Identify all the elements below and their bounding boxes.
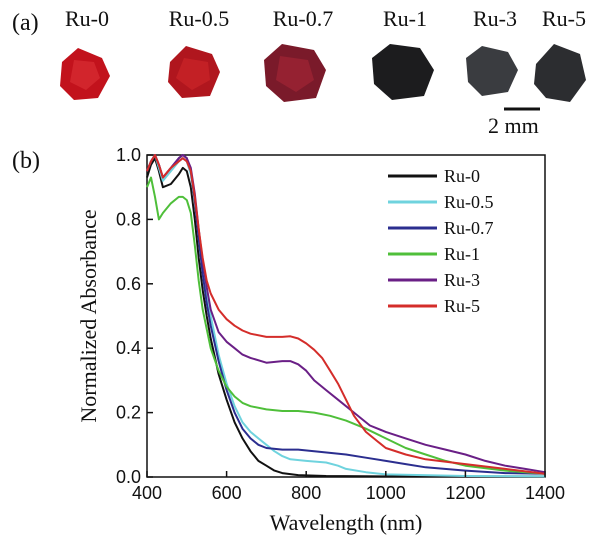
crystal-ru-3 bbox=[466, 46, 518, 96]
legend: Ru-0 Ru-0.5 Ru-0.7 Ru-1 Ru-3 Ru-5 bbox=[388, 166, 494, 316]
series-line-ru-3 bbox=[146, 154, 546, 474]
series-line-ru-0 bbox=[146, 157, 545, 478]
crystal-label-ru-0.5: Ru-0.5 bbox=[168, 6, 230, 31]
x-tick-label: 1000 bbox=[366, 483, 406, 503]
crystal-photos bbox=[60, 44, 586, 102]
crystal-label-ru-3: Ru-3 bbox=[473, 6, 517, 31]
y-tick-label: 0.0 bbox=[116, 467, 141, 487]
crystal-ru-0 bbox=[60, 48, 110, 100]
panel-b-label: (b) bbox=[12, 148, 40, 174]
series-line-ru-1 bbox=[146, 176, 546, 475]
crystal-label-ru-0.7: Ru-0.7 bbox=[272, 6, 334, 31]
x-axis: 400 600 800 1000 1200 1400 bbox=[132, 471, 565, 503]
x-axis-title: Wavelength (nm) bbox=[270, 510, 423, 535]
series-line-ru-0.5 bbox=[146, 154, 546, 478]
legend-label-ru-3: Ru-3 bbox=[444, 270, 480, 290]
legend-label-ru-5: Ru-5 bbox=[444, 296, 480, 316]
legend-label-ru-1: Ru-1 bbox=[444, 244, 480, 264]
y-tick-label: 0.6 bbox=[116, 274, 141, 294]
legend-label-ru-0.5: Ru-0.5 bbox=[444, 192, 494, 212]
crystal-label-ru-0: Ru-0 bbox=[65, 6, 109, 31]
y-tick-label: 0.2 bbox=[116, 403, 141, 423]
series-line-ru-5 bbox=[146, 154, 546, 475]
x-tick-label: 800 bbox=[291, 483, 321, 503]
crystal-ru-1 bbox=[372, 44, 434, 100]
x-tick-label: 1400 bbox=[525, 483, 565, 503]
y-axis: 0.0 0.2 0.4 0.6 0.8 1.0 bbox=[116, 145, 153, 487]
x-tick-label: 400 bbox=[132, 483, 162, 503]
x-tick-label: 600 bbox=[212, 483, 242, 503]
panel-a-label: (a) bbox=[12, 10, 39, 36]
crystal-ru-5 bbox=[534, 44, 586, 102]
crystal-label-ru-5: Ru-5 bbox=[542, 6, 586, 31]
crystal-label-ru-1: Ru-1 bbox=[383, 6, 427, 31]
legend-label-ru-0: Ru-0 bbox=[444, 166, 480, 186]
y-tick-label: 0.8 bbox=[116, 209, 141, 229]
y-tick-label: 0.4 bbox=[116, 338, 141, 358]
plot-series bbox=[146, 154, 546, 478]
legend-label-ru-0.7: Ru-0.7 bbox=[444, 218, 494, 238]
scale-bar-label: 2 mm bbox=[488, 113, 539, 138]
x-tick-label: 1200 bbox=[445, 483, 485, 503]
crystal-ru-0.7 bbox=[264, 44, 326, 102]
y-axis-title: Normalized Absorbance bbox=[76, 209, 101, 422]
crystal-ru-0.5 bbox=[168, 46, 220, 98]
y-tick-label: 1.0 bbox=[116, 145, 141, 165]
